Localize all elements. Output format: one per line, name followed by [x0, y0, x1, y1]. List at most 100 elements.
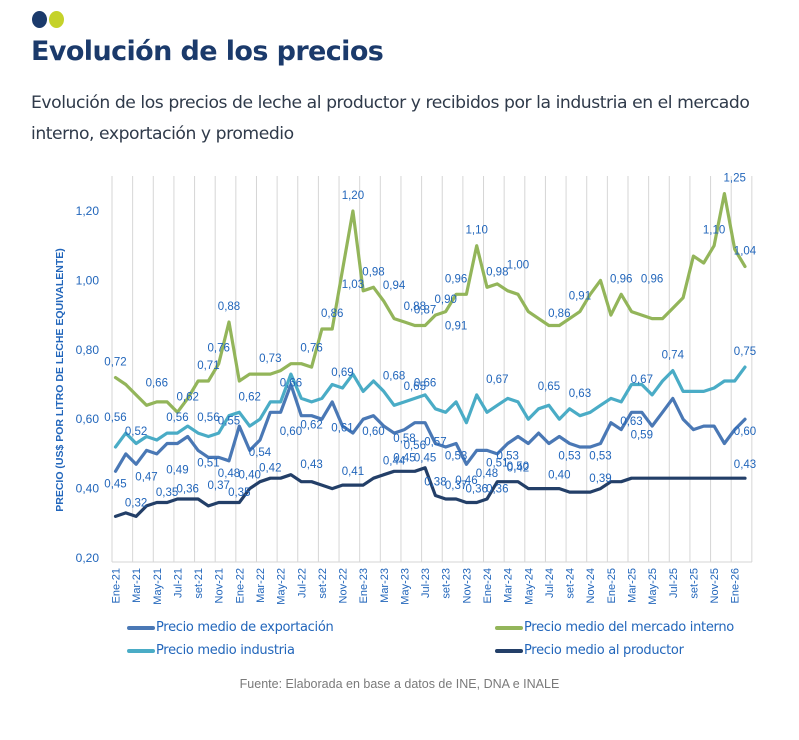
data-label: 0,56 — [404, 440, 426, 452]
x-tick-label: Mar-24 — [503, 568, 515, 603]
x-tick-label: May-25 — [647, 568, 659, 605]
y-tick-label: 0,40 — [76, 482, 100, 496]
x-tick-label: Ene-22 — [234, 568, 246, 603]
data-label: 0,66 — [414, 377, 436, 389]
data-label: 0,72 — [104, 357, 126, 369]
x-tick-label: Ene-24 — [482, 568, 494, 603]
data-label: 0,45 — [104, 478, 126, 490]
data-label: 0,71 — [197, 360, 219, 372]
data-label: 0,38 — [424, 477, 446, 489]
data-label: 0,49 — [166, 464, 188, 476]
data-label: 0,62 — [177, 391, 199, 403]
data-label: 0,53 — [558, 451, 580, 463]
data-label: 1,10 — [466, 225, 488, 237]
data-label: 0,56 — [197, 412, 219, 424]
legend-item-industria: Precio medio industria — [127, 643, 295, 658]
x-tick-label: Ene-26 — [730, 568, 742, 603]
data-label: 0,69 — [331, 367, 353, 379]
x-tick-label: Nov-24 — [585, 568, 597, 603]
data-label: 0,87 — [414, 305, 436, 317]
data-label: 0,53 — [497, 451, 519, 463]
legend-swatch-mercado-interno — [495, 625, 523, 630]
x-tick-label: Jul-24 — [544, 568, 556, 598]
data-label: 0,54 — [249, 447, 272, 459]
x-tick-label: May-22 — [276, 568, 288, 605]
data-label: 0,60 — [280, 426, 302, 438]
y-tick-label: 0,80 — [76, 343, 100, 357]
data-label: 0,45 — [393, 452, 415, 464]
data-label: 0,66 — [280, 377, 302, 389]
data-label: 0,50 — [507, 461, 529, 473]
series-lines — [113, 192, 747, 519]
data-label: 0,52 — [125, 426, 147, 438]
data-label: 0,88 — [218, 301, 240, 313]
legend-swatch-industria — [127, 648, 155, 653]
y-tick-label: 0,20 — [76, 551, 100, 565]
data-label: 0,74 — [662, 350, 685, 362]
data-label: 0,91 — [445, 321, 467, 333]
x-tick-label: Mar-25 — [627, 568, 639, 603]
legend-label: Precio medio del mercado interno — [524, 620, 734, 635]
data-label: 0,47 — [135, 471, 157, 483]
data-label: 0,68 — [383, 370, 405, 382]
data-label: 0,66 — [146, 377, 168, 389]
legend-item-exportacion: Precio medio de exportación — [127, 620, 334, 635]
data-label: 0,32 — [125, 497, 147, 509]
data-label: 0,60 — [362, 426, 384, 438]
data-label: 1,03 — [342, 279, 364, 291]
data-label: 0,39 — [589, 473, 611, 485]
legend-swatch-productor — [495, 648, 523, 653]
legend-item-mercado-interno: Precio medio del mercado interno — [495, 620, 734, 635]
data-label: 0,63 — [620, 416, 642, 428]
data-label: 0,98 — [486, 266, 508, 278]
page-title: Evolución de los precios — [31, 36, 384, 67]
data-label: 1,20 — [342, 190, 364, 202]
data-label: 0,88 — [404, 301, 426, 313]
data-label: 0,48 — [476, 468, 498, 480]
data-label: 0,76 — [300, 343, 322, 355]
data-label: 0,98 — [362, 266, 384, 278]
series-line-2 — [113, 365, 747, 449]
data-label: 0,42 — [507, 463, 529, 475]
data-label: 0,51 — [486, 457, 508, 469]
x-tick-label: Mar-21 — [131, 568, 143, 603]
data-label: 0,43 — [734, 459, 756, 471]
legend-label: Precio medio industria — [156, 643, 295, 658]
data-label: 0,59 — [631, 430, 653, 442]
data-label: 0,37 — [445, 480, 467, 492]
x-tick-label: Nov-22 — [338, 568, 350, 603]
data-label: 0,90 — [435, 294, 457, 306]
data-label: 1,00 — [507, 259, 529, 271]
data-label: 0,57 — [424, 437, 446, 449]
data-label: 0,48 — [218, 468, 240, 480]
series-line-3 — [113, 466, 747, 519]
y-axis-label: PRECIO (US$ POR LITRO DE LECHE EQUIVALEN… — [54, 248, 66, 512]
x-tick-label: May-23 — [399, 568, 411, 605]
navy-dot — [32, 11, 47, 28]
data-label: 1,10 — [703, 225, 725, 237]
data-label: 0,35 — [156, 487, 178, 499]
data-label: 0,41 — [342, 466, 364, 478]
source-note: Fuente: Elaborada en base a datos de INE… — [239, 677, 560, 691]
data-label: 0,53 — [589, 451, 611, 463]
x-tick-label: Ene-23 — [358, 568, 370, 603]
data-label: 0,43 — [300, 459, 322, 471]
data-label: 0,35 — [228, 487, 250, 499]
x-tick-label: Jul-22 — [296, 568, 308, 598]
x-tick-label: set-24 — [565, 568, 577, 599]
data-label: 0,60 — [734, 426, 756, 438]
data-label: 0,40 — [239, 470, 261, 482]
data-label: 0,51 — [197, 457, 219, 469]
x-tick-label: Jul-25 — [668, 568, 680, 598]
data-label: 0,63 — [569, 388, 591, 400]
page-subtitle: Evolución de los precios de leche al pro… — [31, 93, 750, 144]
series-line-1 — [113, 192, 747, 414]
y-tick-label: 1,00 — [76, 273, 100, 287]
x-tick-label: Mar-22 — [255, 568, 267, 603]
legend-swatch-exportacion — [127, 625, 155, 630]
x-tick-label: Nov-21 — [214, 568, 226, 603]
data-label: 0,56 — [166, 412, 188, 424]
data-label: 0,76 — [208, 343, 230, 355]
x-tick-label: Nov-25 — [709, 568, 721, 603]
